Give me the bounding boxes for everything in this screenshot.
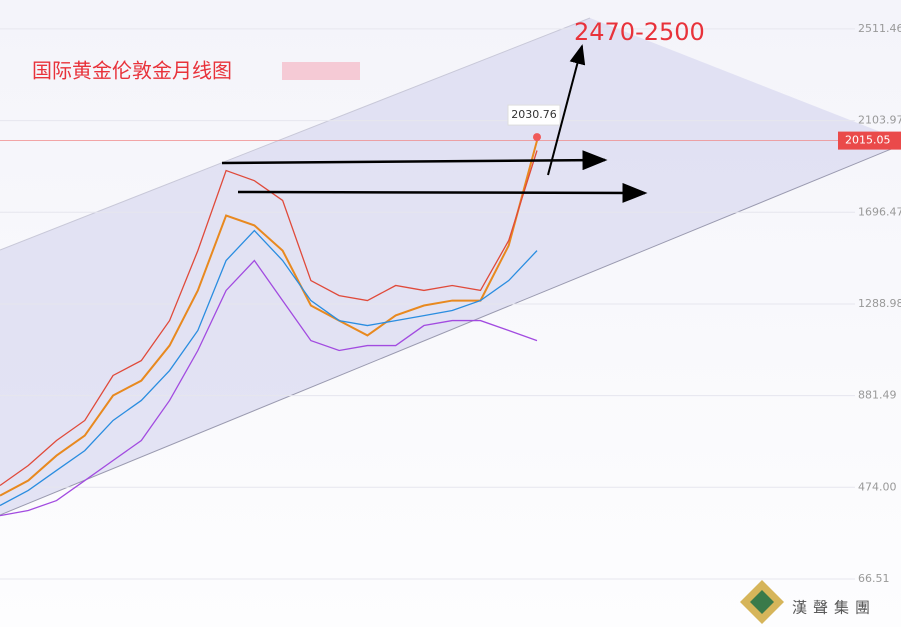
high-box [507,104,561,126]
brand: 漢聲集團 [792,599,876,617]
y-tick-label: 881.49 [858,389,897,402]
last-price-box [838,131,901,150]
target-arrow [547,44,586,176]
series-line [0,140,538,497]
series-line [0,229,538,507]
y-tick-label: 474.00 [858,480,897,493]
series-line [0,150,538,487]
high-label: 2030.76 [511,108,557,121]
resistance-arrow [221,150,608,171]
channel [0,18,901,515]
blur [282,62,360,80]
channel-upper [0,17,591,251]
y-tick-label: 2511.46 [858,22,901,35]
resistance-arrow [237,182,648,203]
channel-lower [0,144,901,516]
y-tick-label: 66.51 [858,572,890,585]
title: 国际黄金伦敦金月线图 [32,59,232,83]
target-label: 2470-2500 [574,18,705,46]
last-price-label: 2015.05 [845,134,891,147]
y-tick-label: 1696.47 [858,205,901,218]
series-line [0,259,538,517]
y-tick-label: 2103.97 [858,114,901,127]
high-marker [533,133,541,142]
y-tick-label: 1288.98 [858,297,901,310]
logo-inner [750,590,774,614]
